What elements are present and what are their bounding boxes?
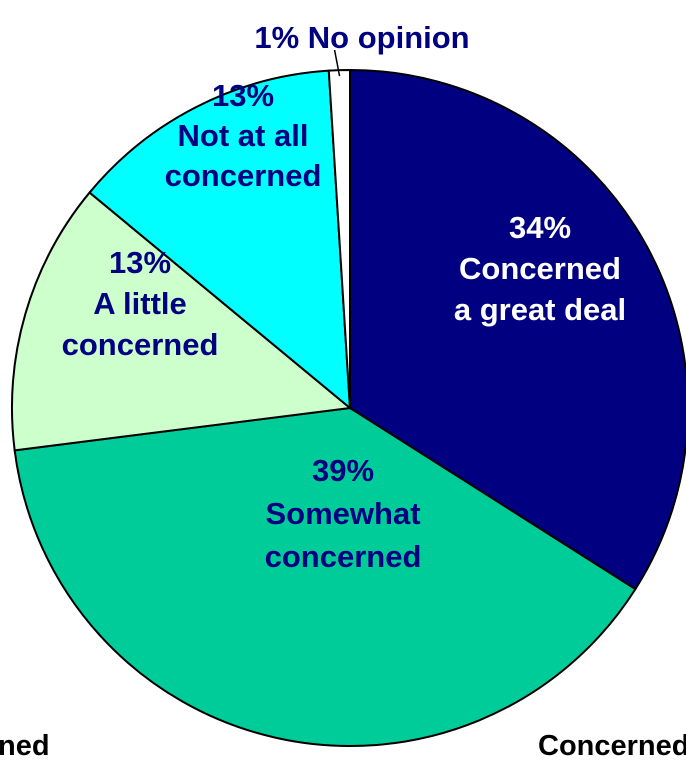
- pie-slice-no-opinion: [327, 68, 351, 409]
- slice-label-line: 39%: [312, 453, 374, 488]
- pie-slices: [11, 68, 686, 747]
- slice-label: 34% Concerned a great deal: [454, 210, 626, 327]
- slice-label-line: Somewhat: [265, 496, 420, 531]
- slice-label-line: 13%: [212, 78, 274, 113]
- leader-lines: [333, 49, 341, 77]
- slice-label-line: 13%: [109, 245, 171, 280]
- slice-label: 13% Not at all concerned: [165, 78, 322, 193]
- pie-slice-a-little-concerned: [11, 191, 353, 452]
- slice-label-line: concerned: [265, 539, 422, 574]
- footer-right-text: Concerned: [538, 730, 686, 762]
- slice-label-line: concerned: [62, 327, 219, 362]
- slice-label-line: Concerned: [459, 251, 621, 286]
- slice-label-line: 1% No opinion: [254, 20, 469, 55]
- pie-slice-concerned-a-great-deal: [349, 68, 686, 591]
- slice-label-line: 34%: [509, 210, 571, 245]
- footer-left-text: ned: [0, 730, 50, 762]
- slice-label-line: a great deal: [454, 292, 626, 327]
- slice-labels: 34% Concerned a great deal 39% Somewhat conce…: [62, 20, 627, 574]
- leader-line: [333, 49, 341, 77]
- slice-label: 13% A little concerned: [62, 245, 219, 362]
- slice-label: 1% No opinion: [254, 20, 469, 55]
- slice-label-line: A little: [93, 286, 187, 321]
- pie-slice-not-at-all-concerned: [88, 69, 352, 411]
- slice-label-line: concerned: [165, 158, 322, 193]
- slice-label: 39% Somewhat concerned: [265, 453, 422, 574]
- slice-label-line: Not at all: [178, 118, 309, 153]
- pie-slice-somewhat-concerned: [13, 406, 637, 747]
